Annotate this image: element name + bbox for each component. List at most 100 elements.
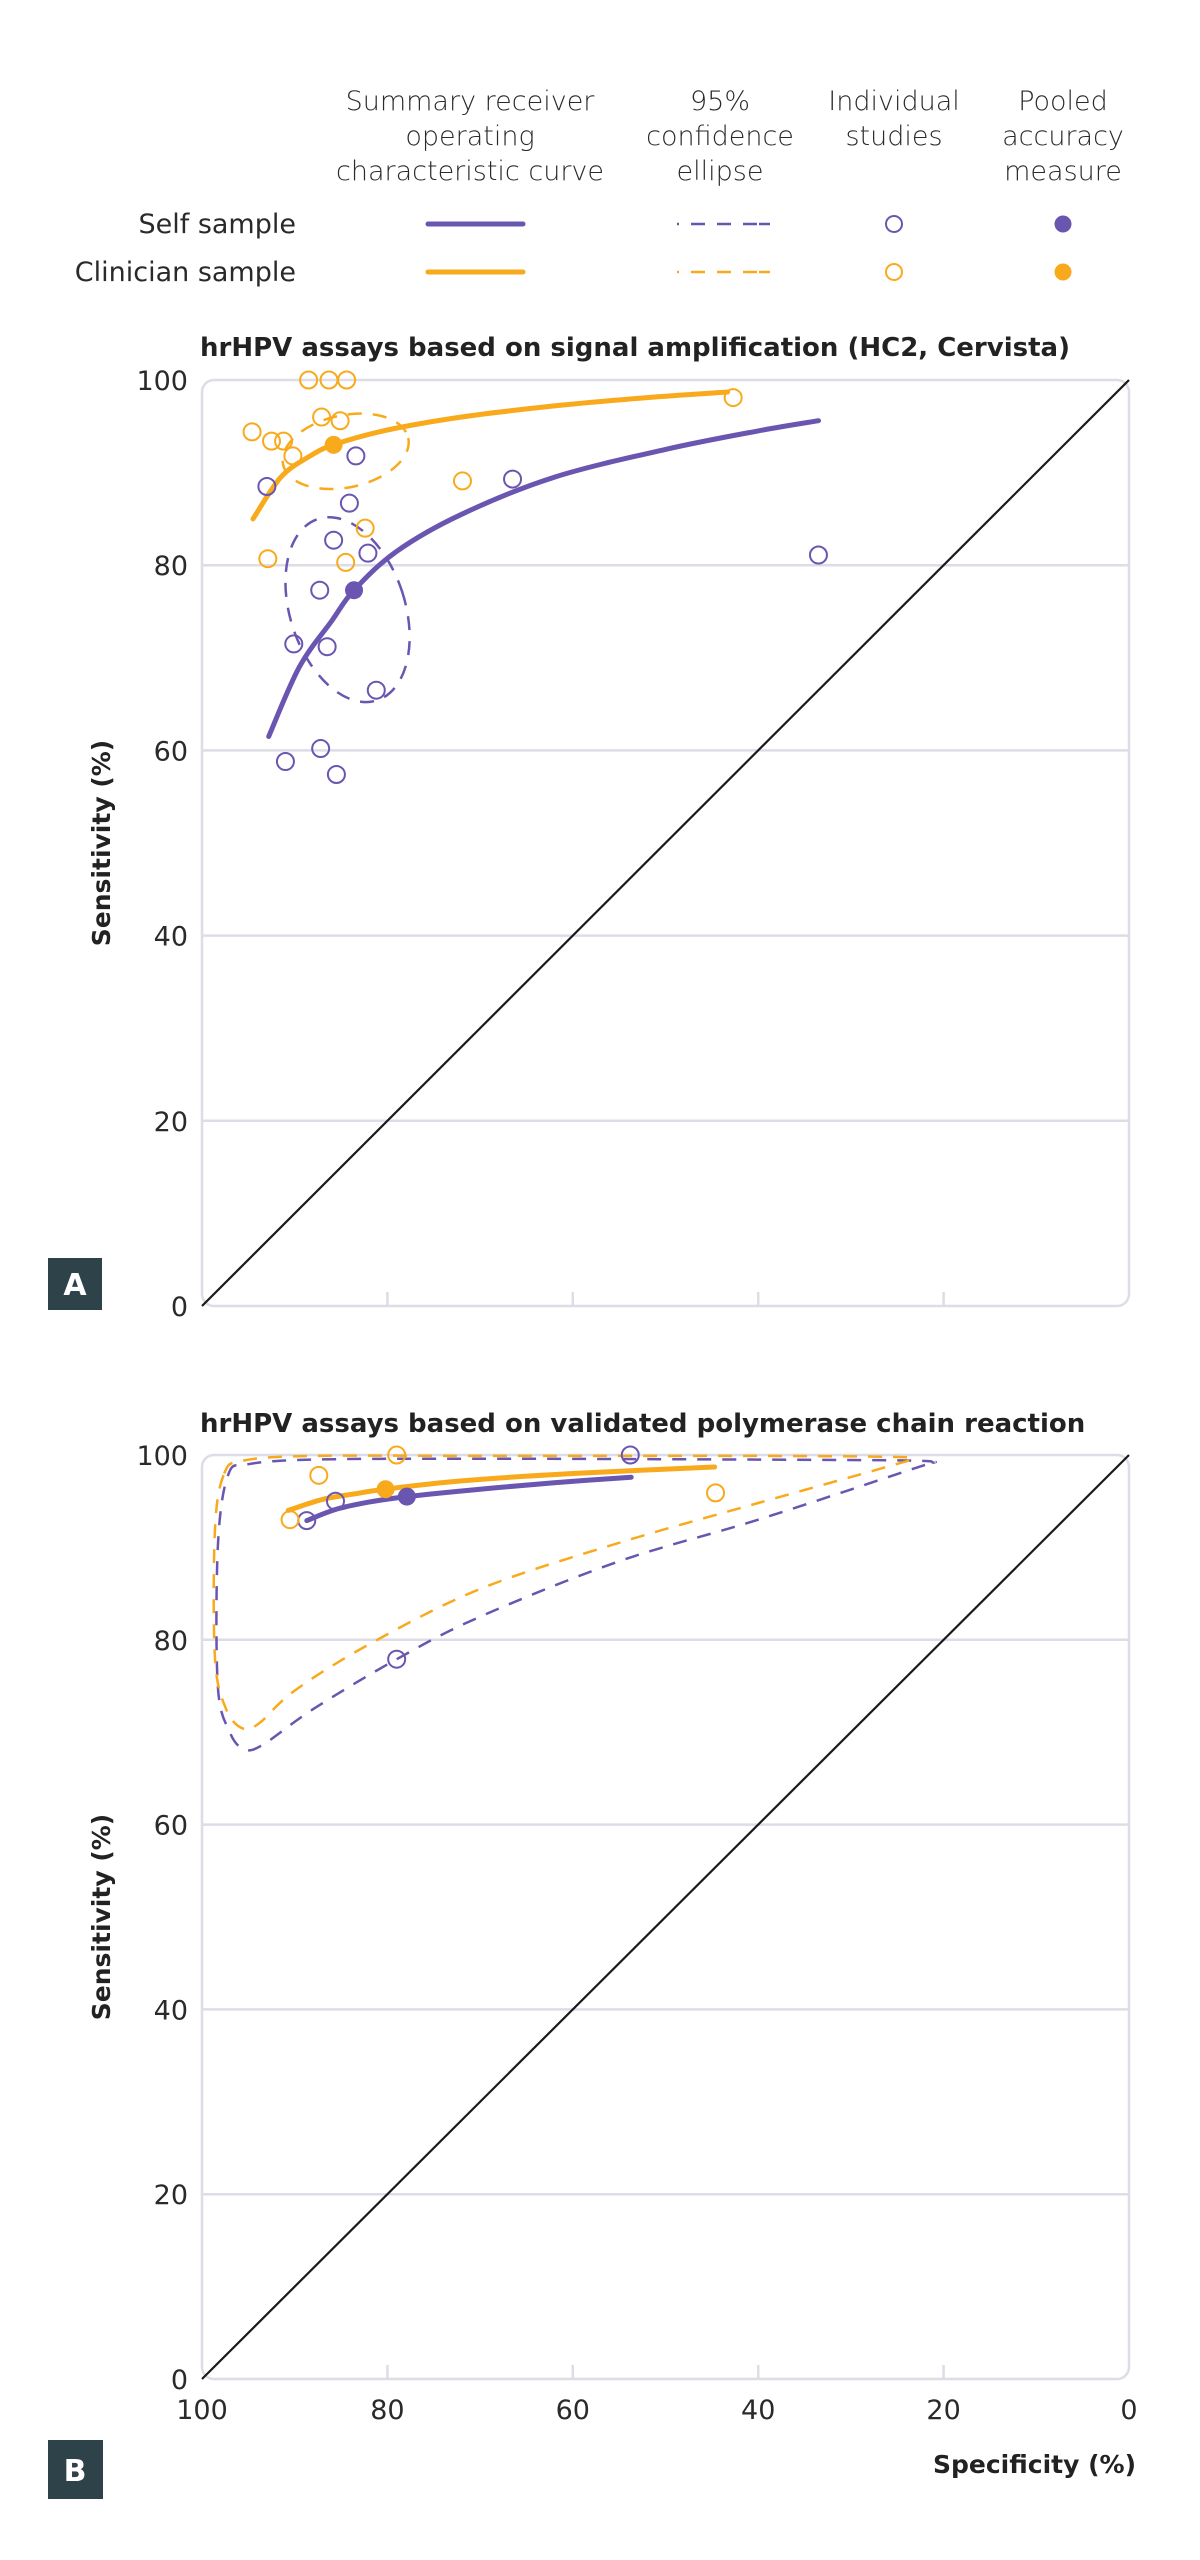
legend-header-studies: Individual studies <box>828 86 960 152</box>
panel-b-grid <box>200 1453 1131 2381</box>
panel-a-clinician-study-point <box>312 407 332 427</box>
panel-b-clinician-study-point <box>706 1483 726 1503</box>
panel-b-self-pooled-point <box>397 1487 416 1506</box>
panel-b: hrHPV assays based on validated polymera… <box>48 1409 1138 2499</box>
panel-a: hrHPV assays based on signal amplificati… <box>48 333 1131 1323</box>
panel-b-ytick-label-20: 20 <box>154 2180 188 2211</box>
panel-a-self-pooled-point <box>345 581 364 600</box>
panel-a-clinician-study-point <box>299 370 319 390</box>
panel-a-self-study-point <box>326 764 346 784</box>
panel-b-ytick-label-40: 40 <box>154 1995 188 2026</box>
panel-a-clinician-study-point <box>274 431 294 451</box>
legend-header-sroc-line1: Summary receiver <box>346 86 596 117</box>
panel-a-clinician-study-point <box>723 388 743 408</box>
panel-b-xlabel: Specificity (%) <box>933 2450 1136 2479</box>
panel-a-self-study-point <box>339 493 359 513</box>
legend-header-ellipse-line3: ellipse <box>677 156 764 187</box>
legend-clinician-study-marker <box>885 263 903 281</box>
panel-b-xtick-label-0: 0 <box>1120 2395 1137 2426</box>
legend-row-clinician-label: Clinician sample <box>75 257 296 288</box>
legend-row-self-label: Self sample <box>138 209 296 240</box>
legend-header-pooled: Pooled accuracy measure <box>1002 86 1124 187</box>
panel-b-marks <box>201 1445 1130 2380</box>
panel-a-clinician-study-point <box>336 552 356 572</box>
panel-b-ytick-label-80: 80 <box>154 1626 188 1657</box>
panel-b-clinician-study-point <box>280 1510 300 1530</box>
legend-row-clinician: Clinician sample <box>75 257 1072 288</box>
panel-b-xtick-label-80: 80 <box>370 2395 404 2426</box>
panel-a-ytick-label-40: 40 <box>154 922 188 953</box>
panel-a-self-study-point <box>808 545 828 565</box>
panel-b-xtick-labels: 100 80 60 40 20 0 <box>176 2395 1137 2426</box>
legend-header-pooled-line1: Pooled <box>1018 86 1108 117</box>
panel-a-clinician-pooled-point <box>324 435 343 454</box>
panel-b-clinician-study-point <box>387 1445 407 1465</box>
panel-a-ylabel: Sensitivity (%) <box>87 740 116 946</box>
panel-b-ytick-labels: 0 20 40 60 80 100 <box>136 1441 188 2396</box>
panel-a-self-study-point <box>346 446 366 466</box>
panel-a-ytick-label-20: 20 <box>154 1107 188 1138</box>
panel-a-self-confidence-ellipse <box>284 515 411 704</box>
legend-header-studies-line2: studies <box>845 121 942 152</box>
panel-a-clinician-study-point <box>452 471 472 491</box>
legend-header-pooled-line3: measure <box>1004 156 1122 187</box>
panel-a-self-study-point <box>317 637 337 657</box>
legend-header-ellipse-line1: 95% <box>690 86 750 117</box>
panel-b-self-sroc-curve <box>304 1474 634 1524</box>
panel-a-self-study-point <box>311 739 331 759</box>
panel-b-xtick-label-20: 20 <box>926 2395 960 2426</box>
panel-a-self-study-point <box>503 469 523 489</box>
panel-a-clinician-study-point <box>337 370 357 390</box>
panel-b-self-study-point <box>325 1491 345 1511</box>
legend: Summary receiver operating characteristi… <box>75 86 1124 288</box>
panel-b-ytick-label-60: 60 <box>154 1811 188 1842</box>
panel-b-title: hrHPV assays based on validated polymera… <box>200 1409 1085 1439</box>
panel-a-ytick-label-0: 0 <box>171 1292 188 1323</box>
panel-a-clinician-study-point <box>355 518 375 538</box>
legend-header-ellipse: 95% confidence ellipse <box>646 86 794 187</box>
panel-a-ytick-label-80: 80 <box>154 551 188 582</box>
panel-b-ylabel: Sensitivity (%) <box>87 1814 116 2020</box>
legend-header-sroc-line3: characteristic curve <box>336 156 604 187</box>
panel-a-self-study-point <box>257 476 277 496</box>
panel-a-clinician-study-point <box>262 431 282 451</box>
panel-b-chance-diagonal <box>201 1454 1130 2380</box>
legend-self-study-marker <box>885 215 903 233</box>
panel-a-ytick-label-100: 100 <box>136 366 188 397</box>
panel-a-ytick-labels: 0 20 40 60 80 100 <box>136 366 188 1323</box>
panel-b-xtick-label-60: 60 <box>556 2395 590 2426</box>
panel-a-letter-badge: A <box>48 1258 102 1310</box>
panel-a-letter-bg <box>48 1258 102 1310</box>
legend-header-ellipse-line2: confidence <box>646 121 794 152</box>
panel-a-self-study-point <box>284 634 304 654</box>
panel-a-letter: A <box>63 1268 87 1303</box>
legend-row-self: Self sample <box>138 209 1072 240</box>
panel-a-clinician-study-point <box>242 422 262 442</box>
legend-header-sroc: Summary receiver operating characteristi… <box>336 86 604 187</box>
panel-a-chance-diagonal <box>201 379 1130 1307</box>
panel-b-letter-badge: B <box>48 2440 103 2499</box>
panel-a-clinician-confidence-ellipse <box>281 412 410 491</box>
legend-clinician-pooled-marker <box>1054 263 1072 281</box>
legend-self-pooled-marker <box>1054 215 1072 233</box>
legend-header-studies-line1: Individual <box>828 86 960 117</box>
panel-a-self-study-point <box>275 752 295 772</box>
panel-a-clinician-study-point <box>258 549 278 569</box>
panel-b-self-study-point <box>620 1445 640 1465</box>
panel-b-self-confidence-region <box>215 1457 937 1752</box>
panel-a-clinician-study-point <box>283 446 303 466</box>
panel-a-clinician-sroc-curve <box>250 389 731 522</box>
panel-b-xtick-label-40: 40 <box>741 2395 775 2426</box>
panel-b-letter: B <box>64 2454 87 2489</box>
panel-a-clinician-study-point <box>330 411 350 431</box>
panel-a-self-study-point <box>324 530 344 550</box>
legend-header-sroc-line2: operating <box>405 121 534 152</box>
panel-b-clinician-confidence-region <box>212 1454 915 1731</box>
panel-a-self-study-point <box>358 543 378 563</box>
panel-a-title: hrHPV assays based on signal amplificati… <box>200 333 1070 363</box>
panel-b-clinician-study-point <box>309 1465 329 1485</box>
panel-b-ytick-label-0: 0 <box>171 2365 188 2396</box>
panel-b-xtick-label-100: 100 <box>176 2395 228 2426</box>
panel-a-self-sroc-curve <box>266 418 821 739</box>
panel-a-grid <box>200 378 1131 1308</box>
